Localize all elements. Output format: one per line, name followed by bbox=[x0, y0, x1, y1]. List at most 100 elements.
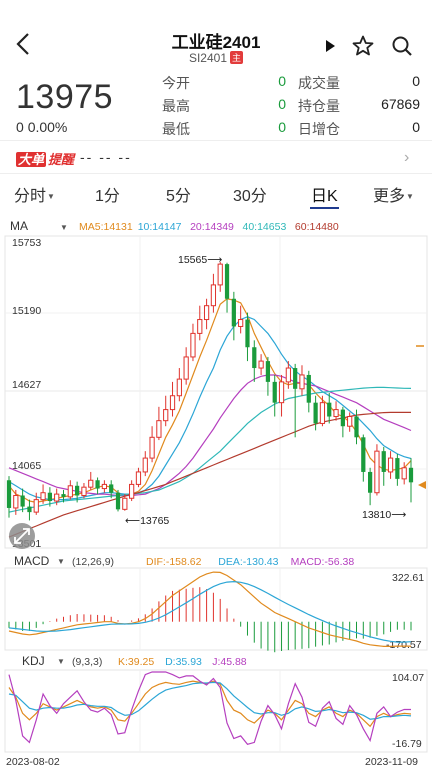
recent-low-annotation-value: 13810 bbox=[362, 509, 391, 521]
kdj-dropdown-icon[interactable]: ▼ bbox=[57, 657, 65, 666]
kdj-frame bbox=[4, 669, 428, 753]
candle-body bbox=[354, 416, 359, 438]
ma-legend-item: 20:14349 bbox=[190, 221, 234, 233]
kdj-legend-name[interactable]: KDJ bbox=[22, 654, 45, 668]
chevron-right-icon: › bbox=[404, 149, 410, 166]
dea-line bbox=[8, 580, 412, 643]
candle-body bbox=[13, 494, 19, 509]
macd-legend-item: DIF:-158.62 bbox=[146, 556, 202, 568]
candle-body bbox=[156, 420, 162, 438]
tab-timeshare[interactable]: 分时▼ bbox=[14, 182, 55, 206]
candle-body bbox=[95, 480, 100, 489]
y-axis-label: 15190 bbox=[12, 305, 41, 317]
volume-value: 0 bbox=[412, 73, 420, 89]
ma-dropdown-icon[interactable]: ▼ bbox=[60, 223, 68, 232]
ma60-line bbox=[8, 411, 411, 538]
candle-body bbox=[61, 494, 66, 497]
zoom-button[interactable] bbox=[9, 523, 35, 549]
tab-30min[interactable]: 30分 bbox=[233, 188, 267, 205]
ma-legend-item: 60:14480 bbox=[295, 221, 339, 233]
macd-indicator bbox=[8, 571, 412, 653]
expand-icon bbox=[14, 528, 30, 544]
ma-legend-name[interactable]: MA bbox=[10, 219, 28, 233]
macd-dropdown-icon[interactable]: ▼ bbox=[57, 557, 65, 566]
recent-low-annotation: 13810⟶ bbox=[362, 509, 406, 521]
search-icon[interactable] bbox=[390, 34, 414, 58]
candle-body bbox=[33, 499, 39, 513]
candle-body bbox=[122, 497, 128, 510]
candle-body bbox=[313, 402, 318, 424]
candle-body bbox=[285, 367, 291, 383]
candle-body bbox=[149, 436, 155, 459]
kdj-axis-max: 104.07 bbox=[392, 672, 424, 684]
high-label: 最高 bbox=[162, 98, 190, 114]
kline-chart[interactable]: MA ▼ MA5:14131 10:14147 20:14349 40:14653 60… bbox=[0, 212, 432, 768]
candle-body bbox=[81, 486, 87, 496]
high-value: 0 bbox=[278, 96, 286, 112]
macd-params: (12,26,9) bbox=[72, 556, 114, 568]
ma-legend-item: 10:14147 bbox=[138, 221, 182, 233]
alert-badge: 大单 提醒 bbox=[16, 149, 74, 168]
macd-axis-max: 322.61 bbox=[392, 572, 424, 584]
candle-body bbox=[395, 458, 400, 479]
tab-more-label: 更多 bbox=[373, 188, 406, 205]
ma-legend-item: MA5:14131 bbox=[79, 221, 133, 233]
candle-body bbox=[54, 493, 60, 502]
candle-body bbox=[333, 409, 339, 418]
alert-badge-big: 大单 bbox=[16, 152, 47, 167]
candle-body bbox=[27, 506, 32, 513]
high-annotation-value: 15565 bbox=[178, 254, 207, 266]
kdj-d-line bbox=[8, 681, 412, 720]
open-interest-value: 67869 bbox=[381, 96, 420, 112]
candle-body bbox=[101, 483, 108, 490]
ma40-line bbox=[8, 386, 412, 513]
star-icon[interactable] bbox=[351, 34, 375, 58]
candle-body bbox=[224, 264, 230, 299]
y-axis-label: 14065 bbox=[12, 460, 41, 472]
open-value: 0 bbox=[278, 73, 286, 89]
candle-body bbox=[258, 360, 264, 369]
tab-1min[interactable]: 1分 bbox=[95, 188, 120, 205]
alert-placeholder: -- -- -- bbox=[80, 149, 132, 165]
dif-line bbox=[8, 571, 411, 648]
candle-body bbox=[265, 361, 271, 382]
low-annotation-value: 13765 bbox=[140, 515, 169, 527]
candle-body bbox=[361, 437, 366, 472]
candle-body bbox=[142, 457, 148, 473]
kdj-legend-item: K:39.25 bbox=[118, 656, 154, 668]
volume-label: 成交量 bbox=[298, 75, 340, 91]
candle-body bbox=[293, 368, 298, 389]
y-axis-label: 14627 bbox=[12, 379, 41, 391]
big-order-alert-bar[interactable]: 大单 提醒 -- -- -- › bbox=[0, 140, 432, 174]
ma10-line bbox=[8, 316, 412, 501]
kdj-params: (9,3,3) bbox=[72, 656, 102, 668]
play-icon[interactable] bbox=[318, 34, 342, 58]
candlesticks bbox=[6, 262, 414, 521]
macd-legend-items: DIF:-158.62 DEA:-130.43 MACD:-56.38 bbox=[146, 556, 354, 568]
contract-code: SI2401 主 bbox=[0, 51, 432, 65]
candle-body bbox=[135, 471, 142, 485]
candle-body bbox=[252, 347, 257, 369]
current-price-marker bbox=[418, 481, 426, 489]
header: 工业硅2401 SI2401 主 bbox=[0, 0, 432, 72]
last-price: 13975 bbox=[16, 78, 114, 116]
macd-frame bbox=[4, 567, 428, 651]
daily-oi-change-label: 日增仓 bbox=[298, 121, 340, 137]
macd-legend-item: DEA:-130.43 bbox=[218, 556, 278, 568]
tab-5min[interactable]: 5分 bbox=[166, 188, 191, 205]
macd-legend-name[interactable]: MACD bbox=[14, 554, 50, 568]
high-annotation: 15565⟶ bbox=[178, 254, 222, 266]
candle-body bbox=[203, 305, 210, 321]
back-arrow-icon[interactable] bbox=[10, 30, 38, 58]
expand-icon-tail bbox=[14, 537, 21, 544]
candle-body bbox=[197, 319, 203, 334]
tab-more[interactable]: 更多▼ bbox=[373, 182, 414, 206]
code-text: SI2401 bbox=[188, 51, 228, 65]
tab-daily-k[interactable]: 日K bbox=[311, 188, 338, 205]
caret-down-icon: ▼ bbox=[47, 192, 55, 201]
candle-body bbox=[47, 492, 52, 502]
candle-body bbox=[238, 319, 244, 327]
candle-body bbox=[169, 395, 176, 411]
candle-body bbox=[278, 381, 285, 404]
kdj-legend-item: D:35.93 bbox=[165, 656, 202, 668]
